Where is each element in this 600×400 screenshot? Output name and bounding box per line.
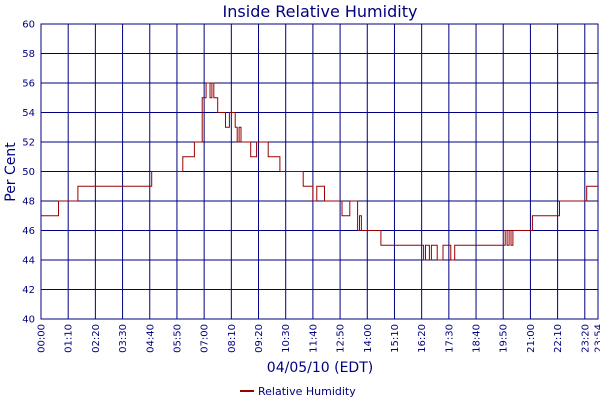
x-tick-label: 23:54 (594, 324, 600, 353)
x-tick-label: 19:50 (499, 324, 510, 353)
y-tick-label: 52 (22, 138, 35, 149)
x-tick-label: 05:50 (172, 324, 183, 353)
x-tick-label: 00:00 (37, 324, 48, 353)
y-axis-label: Per Cent (3, 142, 19, 202)
grid-lines (40, 23, 599, 320)
y-axis-ticks: 40 42 44 46 48 50 52 54 56 58 60 (22, 20, 35, 326)
y-tick-label: 58 (22, 49, 35, 60)
plot-frame (40, 23, 599, 320)
x-tick-label: 09:20 (254, 324, 265, 353)
x-tick-label: 04:40 (145, 324, 156, 353)
x-tick-label: 08:10 (227, 324, 238, 353)
chart-title: Inside Relative Humidity (223, 2, 418, 21)
x-axis-label: 04/05/10 (EDT) (267, 360, 373, 376)
y-tick-label: 48 (22, 197, 35, 208)
x-tick-label: 16:20 (417, 324, 428, 353)
x-tick-label: 11:40 (308, 324, 319, 353)
y-tick-label: 60 (22, 20, 35, 31)
x-tick-label: 02:20 (91, 324, 102, 353)
y-tick-label: 40 (22, 315, 35, 326)
x-tick-label: 03:30 (118, 324, 129, 353)
x-tick-label: 12:50 (336, 324, 347, 353)
x-tick-label: 01:10 (64, 324, 75, 353)
x-axis-ticks: 00:00 01:10 02:20 03:30 04:40 05:50 07:00 08:10… (37, 324, 600, 353)
x-tick-label: 21:00 (526, 324, 537, 353)
x-tick-label: 18:40 (472, 324, 483, 353)
y-tick-label: 50 (22, 167, 35, 178)
series-line-relative-humidity (41, 82, 598, 261)
y-tick-label: 54 (22, 108, 35, 119)
x-tick-label: 14:00 (363, 324, 374, 353)
legend: Relative Humidity (240, 385, 356, 398)
y-tick-label: 56 (22, 79, 35, 90)
x-tick-label: 22:10 (553, 324, 564, 353)
y-tick-label: 42 (22, 285, 35, 296)
x-tick-label: 07:00 (200, 324, 211, 353)
x-tick-label: 23:20 (580, 324, 591, 353)
x-tick-label: 17:30 (444, 324, 455, 353)
y-tick-label: 46 (22, 226, 35, 237)
y-tick-label: 44 (22, 256, 35, 267)
x-tick-label: 15:10 (390, 324, 401, 353)
series-layer (41, 82, 598, 261)
x-tick-label: 10:30 (281, 324, 292, 353)
legend-label-relative-humidity: Relative Humidity (258, 385, 356, 398)
